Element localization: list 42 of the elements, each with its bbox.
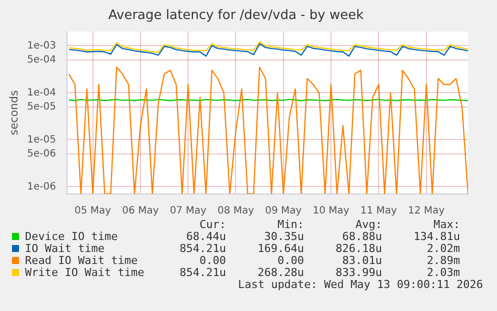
legend-label: Write IO Wait time (24, 266, 146, 279)
text: 2.02m (426, 242, 460, 255)
legend-label: Device IO time (24, 230, 119, 243)
text: 68.88u (341, 230, 382, 243)
text: 854.21u (178, 242, 226, 255)
y-tick-label: 1e-04 (27, 87, 56, 98)
text: 0.00 (198, 254, 226, 267)
y-tick-label: 5e-05 (27, 101, 56, 112)
chart-title: Average latency for /dev/vda - by week (108, 8, 364, 24)
x-tick-label: 12 May (408, 206, 445, 217)
x-tick-label: 10 May (312, 206, 350, 217)
legend-label: IO Wait time (24, 242, 106, 255)
text: Cur: (198, 218, 226, 231)
x-tick-label: 05 May (74, 206, 112, 217)
y-tick-label: 1e-06 (27, 181, 56, 192)
y-tick-label: 1e-05 (27, 134, 56, 146)
text: 0.00 (276, 254, 304, 267)
legend-label: Read IO Wait time (24, 254, 139, 267)
text: 826.18u (334, 242, 382, 255)
text: Avg: (354, 218, 382, 231)
text: 833.99u (334, 266, 382, 279)
x-tick-label: 09 May (265, 206, 302, 217)
y-tick-label: 1e-03 (27, 40, 56, 52)
y-tick-label: 5e-06 (27, 148, 56, 160)
x-tick-label: 06 May (122, 206, 159, 217)
text: 268.28u (256, 266, 304, 279)
text: Last update: Wed May 13 09:00:11 2026 (238, 278, 483, 291)
text: 30.35u (263, 230, 304, 243)
y-axis-title: seconds (7, 90, 20, 136)
text: 83.01u (341, 254, 382, 267)
text: 854.21u (178, 266, 226, 279)
x-tick-label: 07 May (170, 206, 206, 217)
text: Max: (432, 218, 460, 231)
x-tick-label: 08 May (217, 206, 254, 217)
y-tick-label: 5e-04 (27, 54, 56, 66)
text: 2.03m (426, 266, 460, 279)
x-tick-label: 11 May (360, 206, 398, 217)
text: Min: (276, 218, 304, 231)
text: 134.81u (412, 230, 460, 243)
text: 68.44u (185, 230, 226, 243)
text: 169.64u (256, 242, 304, 255)
text: 2.89m (426, 254, 460, 267)
